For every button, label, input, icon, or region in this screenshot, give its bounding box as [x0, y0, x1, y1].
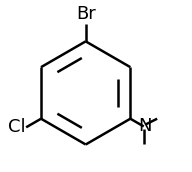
Text: Br: Br — [76, 5, 96, 23]
Text: Cl: Cl — [8, 118, 25, 136]
Text: N: N — [138, 117, 151, 135]
